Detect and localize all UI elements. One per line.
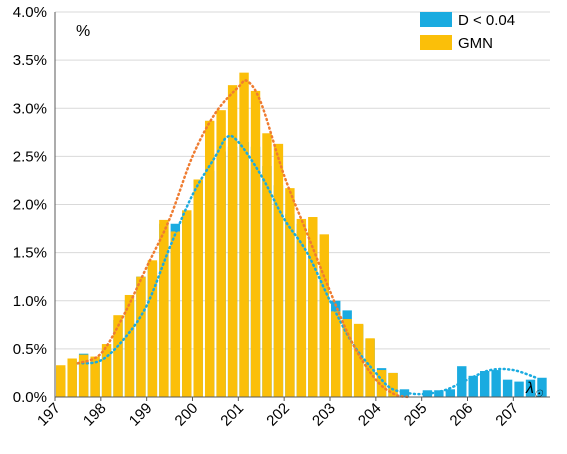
bar [147, 260, 158, 397]
bar [445, 389, 456, 397]
bar [537, 377, 547, 397]
x-tick-label: 199 [126, 400, 156, 430]
bar [204, 120, 215, 397]
x-tick-label: 198 [80, 400, 110, 430]
bar [285, 188, 295, 397]
bar [90, 356, 100, 397]
bar [78, 354, 89, 397]
y-tick-label: 0.5% [13, 341, 47, 358]
bar [227, 85, 238, 398]
x-tick-label: 206 [447, 400, 477, 430]
y-tick-label: 1.5% [13, 245, 47, 262]
y-tick-label: 3.0% [13, 100, 47, 117]
y-tick-label: 4.0% [13, 4, 47, 21]
bar [342, 319, 352, 397]
fit-lines [76, 79, 538, 399]
bar [250, 90, 261, 398]
y-tick-label: 1.0% [13, 293, 47, 310]
bar [353, 323, 364, 397]
y-tick-label: 2.5% [13, 148, 47, 165]
bar [273, 143, 284, 397]
y-tick-label: 0.0% [13, 389, 47, 406]
fit-line [76, 79, 410, 399]
bar [216, 110, 226, 398]
bar [514, 381, 524, 397]
bar [376, 370, 387, 397]
bar [239, 72, 249, 397]
bar [67, 358, 77, 397]
x-tick-label: 201 [217, 400, 247, 430]
legend-label-gmn: GMN [458, 35, 493, 52]
bar [193, 179, 203, 397]
axis-end-label: λ☉ [525, 380, 544, 400]
bar [136, 276, 146, 397]
legend-label-d-lt-004: D < 0.04 [458, 12, 515, 29]
unit-label: % [76, 23, 90, 40]
x-tick-label: 207 [492, 400, 522, 430]
axes [54, 12, 550, 401]
x-tick-label: 200 [172, 400, 202, 430]
bar [319, 234, 329, 397]
bar [308, 217, 318, 397]
bar [124, 294, 135, 397]
x-tick-label: 203 [309, 400, 339, 430]
x-tick-label: 205 [401, 400, 431, 430]
bar [479, 371, 490, 397]
legend: D < 0.04 GMN [420, 12, 515, 52]
bar [388, 372, 398, 397]
bar [296, 218, 307, 397]
bar [101, 344, 112, 397]
legend-swatch-gmn [420, 35, 452, 50]
bar [56, 365, 66, 397]
fit-line [76, 134, 538, 396]
y-tick-labels: 0.0% 0.5% 1.0% 1.5% 2.0% 2.5% 3.0% 3.5% 4.0% [13, 4, 47, 406]
x-tick-label: 202 [263, 400, 293, 430]
y-tick-label: 2.0% [13, 197, 47, 214]
x-tick-label: 204 [355, 400, 385, 430]
bar [434, 390, 444, 397]
x-tick-labels: 197 198 199 200 201 202 203 204 205 206 207 [34, 400, 522, 430]
bar [502, 379, 513, 397]
y-tick-label: 3.5% [13, 52, 47, 69]
bar [525, 379, 536, 397]
legend-swatch-d-lt-004 [420, 12, 452, 27]
bar [159, 219, 169, 397]
bar [491, 370, 501, 397]
bar [262, 133, 272, 397]
bar [113, 315, 123, 397]
bars-gmn [56, 72, 398, 398]
bar [468, 375, 478, 397]
bar [331, 311, 341, 397]
bar [170, 231, 181, 397]
bar [182, 210, 192, 397]
